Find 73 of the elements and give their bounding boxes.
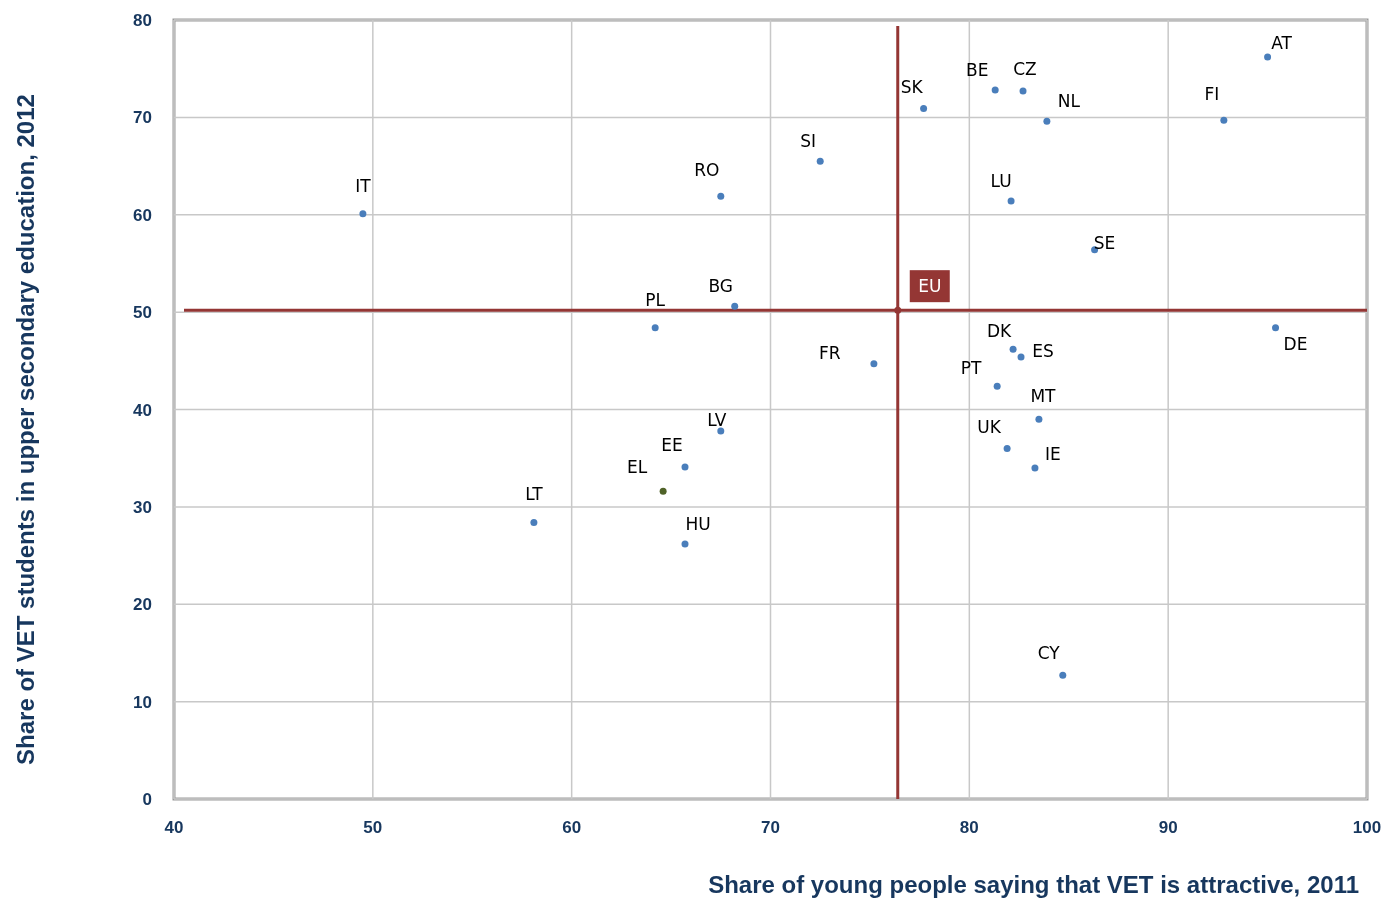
point xyxy=(1264,53,1272,61)
data-label: DK xyxy=(986,321,1013,342)
point xyxy=(1220,116,1228,124)
point xyxy=(1003,444,1011,452)
y-tick-label: 10 xyxy=(133,692,152,712)
data-label: MT xyxy=(1030,386,1057,407)
x-tick-label: 40 xyxy=(164,818,184,837)
data-label: BE xyxy=(965,60,989,81)
x-axis-title: Share of young people saying that VET is attractive, 2011 xyxy=(708,871,1359,898)
y-tick-label: 40 xyxy=(133,400,152,420)
point xyxy=(991,86,999,94)
x-tick-label: 70 xyxy=(761,818,780,837)
point xyxy=(1059,671,1067,679)
data-label: LT xyxy=(525,484,544,505)
point xyxy=(1031,464,1039,472)
point xyxy=(530,518,538,526)
data-label: SK xyxy=(900,76,924,97)
data-label: SI xyxy=(800,131,817,152)
point xyxy=(1272,324,1280,332)
data-label: PL xyxy=(645,289,666,310)
data-label: HU xyxy=(685,513,711,534)
data-label: LU xyxy=(990,171,1012,192)
y-tick-label: 60 xyxy=(133,205,152,225)
x-tick-label: 80 xyxy=(959,818,979,837)
point xyxy=(816,157,824,165)
point xyxy=(1043,117,1051,125)
point xyxy=(870,360,878,368)
data-label: EL xyxy=(627,457,648,478)
annotation: EU xyxy=(918,276,942,297)
data-label: CY xyxy=(1037,643,1061,664)
point xyxy=(1019,87,1027,95)
data-label: DE xyxy=(1283,333,1308,354)
point xyxy=(1007,197,1015,205)
data-label: CZ xyxy=(1013,59,1037,80)
data-label: BG xyxy=(708,276,733,297)
point xyxy=(894,306,902,314)
data-label: SE xyxy=(1093,232,1116,253)
point xyxy=(681,463,689,471)
point xyxy=(993,382,1001,390)
y-tick-label: 30 xyxy=(133,497,152,517)
data-label: RO xyxy=(694,160,720,181)
data-label: LV xyxy=(707,409,727,430)
data-label: UK xyxy=(977,417,1002,438)
data-label: IT xyxy=(355,175,372,196)
data-label: FR xyxy=(819,342,841,363)
y-tick-label: 70 xyxy=(133,108,152,128)
point xyxy=(1009,345,1017,353)
point xyxy=(1035,415,1043,423)
x-tick-label: 90 xyxy=(1158,818,1178,837)
data-label: ES xyxy=(1032,340,1054,361)
data-label: FI xyxy=(1204,84,1220,105)
data-label: NL xyxy=(1057,91,1081,112)
x-tick-label: 50 xyxy=(363,818,383,837)
point xyxy=(717,427,725,435)
data-label: PT xyxy=(960,358,983,379)
point xyxy=(359,210,367,218)
x-tick-label: 100 xyxy=(1352,818,1382,837)
y-tick-label: 0 xyxy=(142,790,152,809)
point xyxy=(920,105,928,113)
data-label: AT xyxy=(1271,33,1293,53)
data-label: IE xyxy=(1045,443,1061,464)
point xyxy=(717,192,725,200)
y-tick-label: 80 xyxy=(133,11,152,30)
y-tick-label: 50 xyxy=(133,303,152,323)
point xyxy=(681,540,689,548)
point xyxy=(651,324,659,332)
y-axis-title: Share of VET students in upper secondary education, 2012 xyxy=(12,94,39,765)
data-label: EE xyxy=(661,434,683,455)
x-tick-label: 60 xyxy=(562,818,582,837)
point xyxy=(659,487,667,495)
point xyxy=(1017,353,1025,361)
y-tick-label: 20 xyxy=(133,595,152,615)
point xyxy=(731,302,739,310)
